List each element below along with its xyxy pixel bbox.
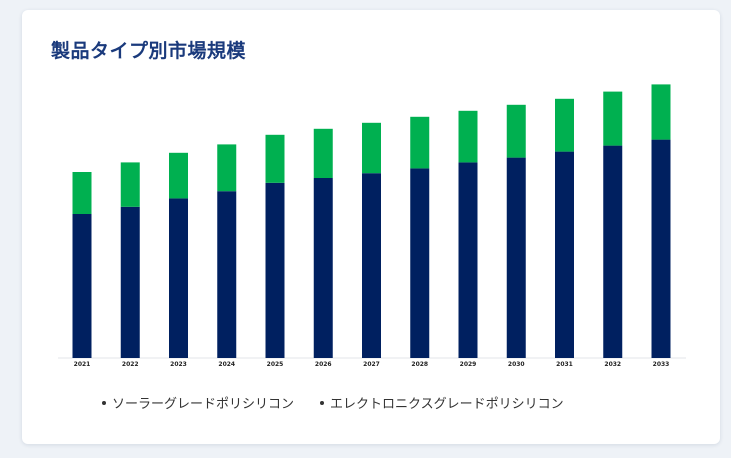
- bar-electronics-2031[interactable]: [555, 98, 574, 152]
- bar-solar-2029[interactable]: [458, 162, 478, 358]
- bar-solar-2027[interactable]: [362, 173, 381, 358]
- bar-solar-2022[interactable]: [120, 206, 140, 358]
- bar-solar-2030[interactable]: [506, 157, 526, 358]
- bar-solar-2026[interactable]: [313, 178, 333, 358]
- bar-electronics-2033[interactable]: [651, 84, 671, 140]
- legend-label-solar: ソーラーグレードポリシリコン: [112, 397, 295, 412]
- bar-electronics-2025[interactable]: [265, 134, 285, 183]
- x-tick-label: 2028: [411, 361, 428, 368]
- legend-label-electronics: エレクトロニクスグレードポリシリコン: [330, 397, 564, 412]
- legend-bullet-icon: [320, 400, 325, 405]
- bar-electronics-2030[interactable]: [506, 104, 526, 158]
- bars-group: [72, 84, 671, 358]
- bar-electronics-2027[interactable]: [362, 122, 381, 174]
- legend-item-solar[interactable]: ソーラーグレードポリシリコン: [102, 393, 294, 412]
- bar-solar-2032[interactable]: [603, 145, 623, 358]
- legend: ソーラーグレードポリシリコン エレクトロニクスグレードポリシリコン: [102, 393, 564, 412]
- x-tick-label: 2021: [74, 361, 91, 368]
- legend-bullet-icon: [102, 400, 106, 405]
- x-tick-label: 2022: [122, 361, 139, 368]
- x-tick-label: 2027: [363, 361, 380, 368]
- bar-electronics-2028[interactable]: [410, 116, 430, 169]
- x-tick-label: 2023: [170, 361, 187, 368]
- x-tick-label: 2033: [653, 361, 670, 368]
- legend-item-electronics[interactable]: エレクトロニクスグレードポリシリコン: [320, 393, 564, 412]
- bar-electronics-2024[interactable]: [217, 144, 237, 192]
- bar-solar-2028[interactable]: [410, 168, 430, 358]
- bar-electronics-2023[interactable]: [169, 152, 188, 199]
- bar-electronics-2032[interactable]: [603, 91, 623, 146]
- bar-solar-2033[interactable]: [651, 139, 671, 358]
- x-tick-label: 2031: [556, 361, 573, 368]
- x-tick-label: 2026: [315, 361, 332, 368]
- bar-solar-2021[interactable]: [72, 214, 92, 358]
- bar-solar-2024[interactable]: [217, 191, 237, 358]
- x-tick-label: 2030: [508, 361, 525, 368]
- bar-electronics-2026[interactable]: [313, 128, 333, 178]
- bar-electronics-2021[interactable]: [72, 172, 92, 214]
- bar-solar-2031[interactable]: [555, 151, 574, 358]
- page-title: 製品タイプ別市場規模: [51, 40, 247, 62]
- bar-solar-2025[interactable]: [265, 182, 285, 358]
- bar-solar-2023[interactable]: [169, 198, 188, 358]
- x-tick-label: 2029: [460, 361, 477, 368]
- x-tick-label: 2025: [267, 361, 284, 368]
- x-tick-label: 2032: [604, 361, 621, 368]
- bar-electronics-2022[interactable]: [120, 162, 140, 207]
- bar-electronics-2029[interactable]: [458, 110, 478, 163]
- x-tick-labels: 2021 2022 2023 2024 2025 2026 2027 2028 2029 2030…: [74, 361, 670, 368]
- x-tick-label: 2024: [218, 361, 235, 368]
